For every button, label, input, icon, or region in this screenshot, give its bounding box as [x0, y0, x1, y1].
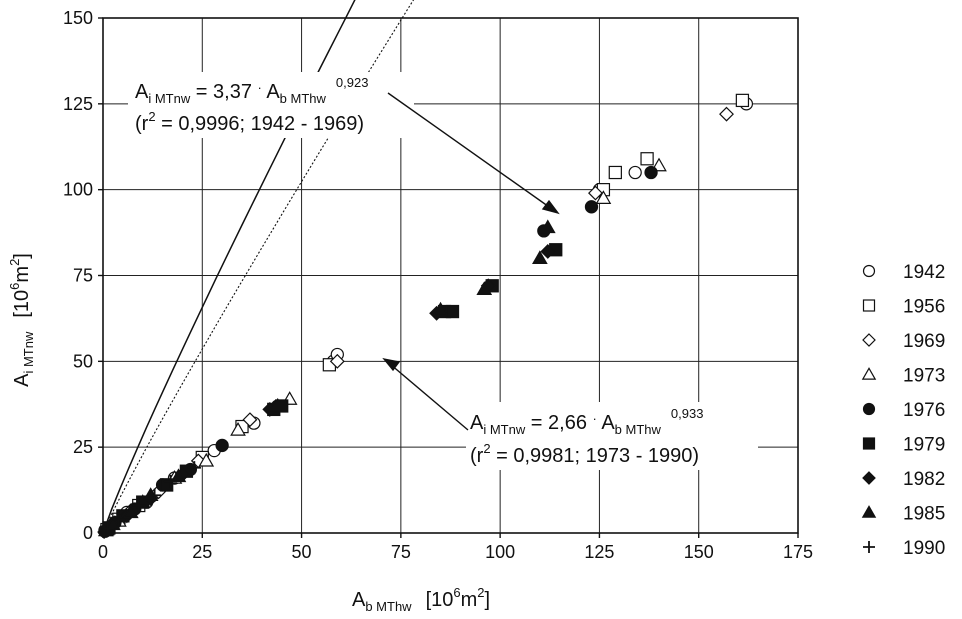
x-tick-label: 175	[783, 542, 813, 562]
legend-label-1942: 1942	[903, 262, 945, 283]
svg-text:(r2 = 0,9981; 1973 - 1990): (r2 = 0,9981; 1973 - 1990)	[470, 441, 699, 467]
legend-label-1976: 1976	[903, 400, 945, 421]
svg-text:Ai MTnw = 2,66 · Ab MThw0,933: Ai MTnw = 2,66 · Ab MThw0,933	[470, 406, 703, 437]
x-tick-label: 25	[192, 542, 212, 562]
data-points	[97, 93, 754, 539]
point-1956	[640, 152, 654, 166]
x-tick-label: 75	[391, 542, 411, 562]
legend-marker-1956	[862, 299, 876, 312]
legend-marker-1982	[862, 471, 876, 485]
point-1969	[242, 412, 258, 428]
y-tick-label: 0	[83, 523, 93, 543]
legend-label-1990: 1990	[903, 538, 945, 559]
point-1990	[187, 461, 201, 475]
arrow-2-head	[382, 357, 401, 372]
legend-label-1982: 1982	[903, 469, 945, 490]
point-1985	[269, 397, 286, 412]
point-1985	[476, 281, 493, 295]
point-1990	[112, 512, 126, 526]
legend-marker-1990	[863, 541, 875, 553]
point-1976	[644, 165, 658, 180]
arrow-2	[389, 363, 469, 431]
point-1976	[215, 438, 229, 453]
y-tick-label: 150	[63, 8, 93, 28]
x-tick-label: 0	[98, 542, 108, 562]
tick-labels: 0 25 50 75 100 125 150 175 0 25 50 75 100 125 150	[63, 8, 813, 562]
legend-marker-1973	[861, 367, 877, 380]
point-1973	[595, 190, 612, 204]
legend: 1942 1956 1969 1973 1976 1979 1982 1985 1990	[861, 262, 945, 559]
y-tick-label: 25	[73, 437, 93, 457]
fit-line-1	[102, 0, 356, 534]
svg-text:(r2 = 0,9996; 1942 - 1969): (r2 = 0,9996; 1942 - 1969)	[135, 109, 364, 135]
arrow-1-head	[541, 199, 560, 215]
legend-marker-1979	[862, 437, 876, 450]
fit-annotation-1942-1969: Ai MTnw = 3,37 · Ab MThw0,923 (r2 = 0,99…	[128, 72, 414, 138]
x-tick-label: 150	[684, 542, 714, 562]
annotation-arrows	[382, 92, 560, 431]
point-1969	[588, 185, 603, 201]
point-1956	[735, 93, 750, 108]
point-1973	[230, 421, 246, 436]
arrow-1	[387, 92, 553, 210]
point-1990	[148, 488, 162, 502]
x-tick-label: 50	[292, 542, 312, 562]
point-1969	[719, 106, 734, 122]
fit-annotation-1973-1990: Ai MTnw = 2,66 · Ab MThw0,933 (r2 = 0,99…	[466, 402, 758, 470]
point-1969	[329, 353, 345, 369]
svg-text:Ai MTnw = 3,37 · Ab MThw0,923: Ai MTnw = 3,37 · Ab MThw0,923	[135, 75, 368, 106]
legend-marker-1969	[862, 333, 876, 347]
point-1985	[122, 504, 139, 519]
point-1942	[628, 165, 642, 180]
point-1985	[432, 301, 449, 316]
legend-marker-1976	[862, 402, 876, 416]
legend-marker-1942	[862, 264, 876, 278]
legend-label-1956: 1956	[903, 297, 945, 318]
y-tick-label: 75	[73, 266, 93, 286]
grid	[102, 17, 799, 534]
y-tick-label: 50	[73, 351, 93, 371]
point-1976	[584, 200, 599, 214]
y-tick-label: 100	[63, 180, 93, 200]
point-1982	[540, 244, 556, 259]
x-tick-label: 100	[485, 542, 515, 562]
point-1990	[132, 498, 146, 513]
point-1979	[445, 304, 460, 319]
fit-lines	[102, 0, 415, 534]
point-1973	[198, 452, 215, 467]
legend-label-1973: 1973	[903, 366, 945, 387]
svg-text:Ai MTnw[106m2]: Ai MTnw[106m2]	[7, 253, 36, 387]
legend-label-1985: 1985	[903, 504, 945, 525]
x-axis-title: Ab MThw [106m2]	[352, 585, 490, 614]
legend-label-1979: 1979	[903, 435, 945, 456]
point-1985	[539, 219, 556, 234]
point-1985	[532, 250, 548, 265]
y-axis-title: Ai MTnw[106m2]	[7, 253, 36, 387]
point-1956	[608, 165, 622, 180]
legend-label-1969: 1969	[903, 331, 945, 352]
legend-marker-1985	[861, 505, 877, 518]
point-1990	[163, 474, 178, 489]
x-tick-label: 125	[584, 542, 614, 562]
y-tick-label: 125	[63, 94, 93, 114]
point-1985	[170, 468, 187, 483]
